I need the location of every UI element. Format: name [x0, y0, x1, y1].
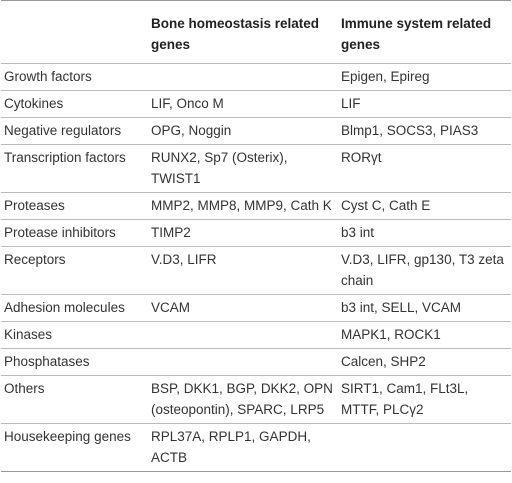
header-cell: Immune system related genes	[338, 0, 511, 64]
table-cell: Blmp1, SOCS3, PIAS3	[338, 117, 511, 145]
table-cell	[148, 63, 338, 91]
row-label: Housekeeping genes	[1, 423, 148, 472]
row-label: Transcription factors	[1, 144, 148, 193]
table-cell: Calcen, SHP2	[338, 348, 511, 376]
table-cell: V.D3, LIFR, gp130, T3 zeta chain	[338, 246, 511, 295]
row-label: Growth factors	[1, 63, 148, 91]
table-cell: OPG, Noggin	[148, 117, 338, 145]
table-cell	[148, 348, 338, 376]
table-row: Receptors V.D3, LIFR V.D3, LIFR, gp130, T3…	[1, 246, 511, 295]
table-cell: Cyst C, Cath E	[338, 192, 511, 220]
table-row: Kinases MAPK1, ROCK1	[1, 321, 511, 349]
row-label: Kinases	[1, 321, 148, 349]
table-cell: RPL37A, RPLP1, GAPDH, ACTB	[148, 423, 338, 472]
gene-table: Bone homeostasis related genes Immune sys…	[1, 0, 511, 472]
table-cell: MMP2, MMP8, MMP9, Cath K	[148, 192, 338, 220]
header-cell: Bone homeostasis related genes	[148, 0, 338, 64]
row-label: Phosphatases	[1, 348, 148, 376]
table-cell: MAPK1, ROCK1	[338, 321, 511, 349]
table-row: Proteases MMP2, MMP8, MMP9, Cath K Cyst C,…	[1, 192, 511, 220]
table-cell	[338, 423, 511, 472]
table-row: Transcription factors RUNX2, Sp7 (Osterix…	[1, 144, 511, 193]
header-row: Bone homeostasis related genes Immune sys…	[1, 0, 511, 64]
table-row: Cytokines LIF, Onco M LIF	[1, 90, 511, 118]
table-cell: b3 int	[338, 219, 511, 247]
table-cell: VCAM	[148, 294, 338, 322]
table-row: Adhesion molecules VCAM b3 int, SELL, VCAM	[1, 294, 511, 322]
table-row: Housekeeping genes RPL37A, RPLP1, GAPDH, …	[1, 423, 511, 472]
row-label: Others	[1, 375, 148, 424]
table-row: Protease inhibitors TIMP2 b3 int	[1, 219, 511, 247]
table-row: Phosphatases Calcen, SHP2	[1, 348, 511, 376]
table-cell: V.D3, LIFR	[148, 246, 338, 295]
table-cell: BSP, DKK1, BGP, DKK2, OPN (osteopontin),…	[148, 375, 338, 424]
table-row: Growth factors Epigen, Epireg	[1, 63, 511, 91]
table-cell: RORγt	[338, 144, 511, 193]
table-cell: SIRT1, Cam1, FLt3L, MTTF, PLCγ2	[338, 375, 511, 424]
table-row: Negative regulators OPG, Noggin Blmp1, SOC…	[1, 117, 511, 145]
table-cell: TIMP2	[148, 219, 338, 247]
table-cell: b3 int, SELL, VCAM	[338, 294, 511, 322]
table-cell: Epigen, Epireg	[338, 63, 511, 91]
row-label: Cytokines	[1, 90, 148, 118]
row-label: Proteases	[1, 192, 148, 220]
row-label: Negative regulators	[1, 117, 148, 145]
table-cell: LIF	[338, 90, 511, 118]
row-label: Receptors	[1, 246, 148, 295]
table-cell: RUNX2, Sp7 (Osterix), TWIST1	[148, 144, 338, 193]
table-row: Others BSP, DKK1, BGP, DKK2, OPN (osteopo…	[1, 375, 511, 424]
header-cell	[1, 0, 148, 64]
table-cell: LIF, Onco M	[148, 90, 338, 118]
table-cell	[148, 321, 338, 349]
row-label: Adhesion molecules	[1, 294, 148, 322]
row-label: Protease inhibitors	[1, 219, 148, 247]
